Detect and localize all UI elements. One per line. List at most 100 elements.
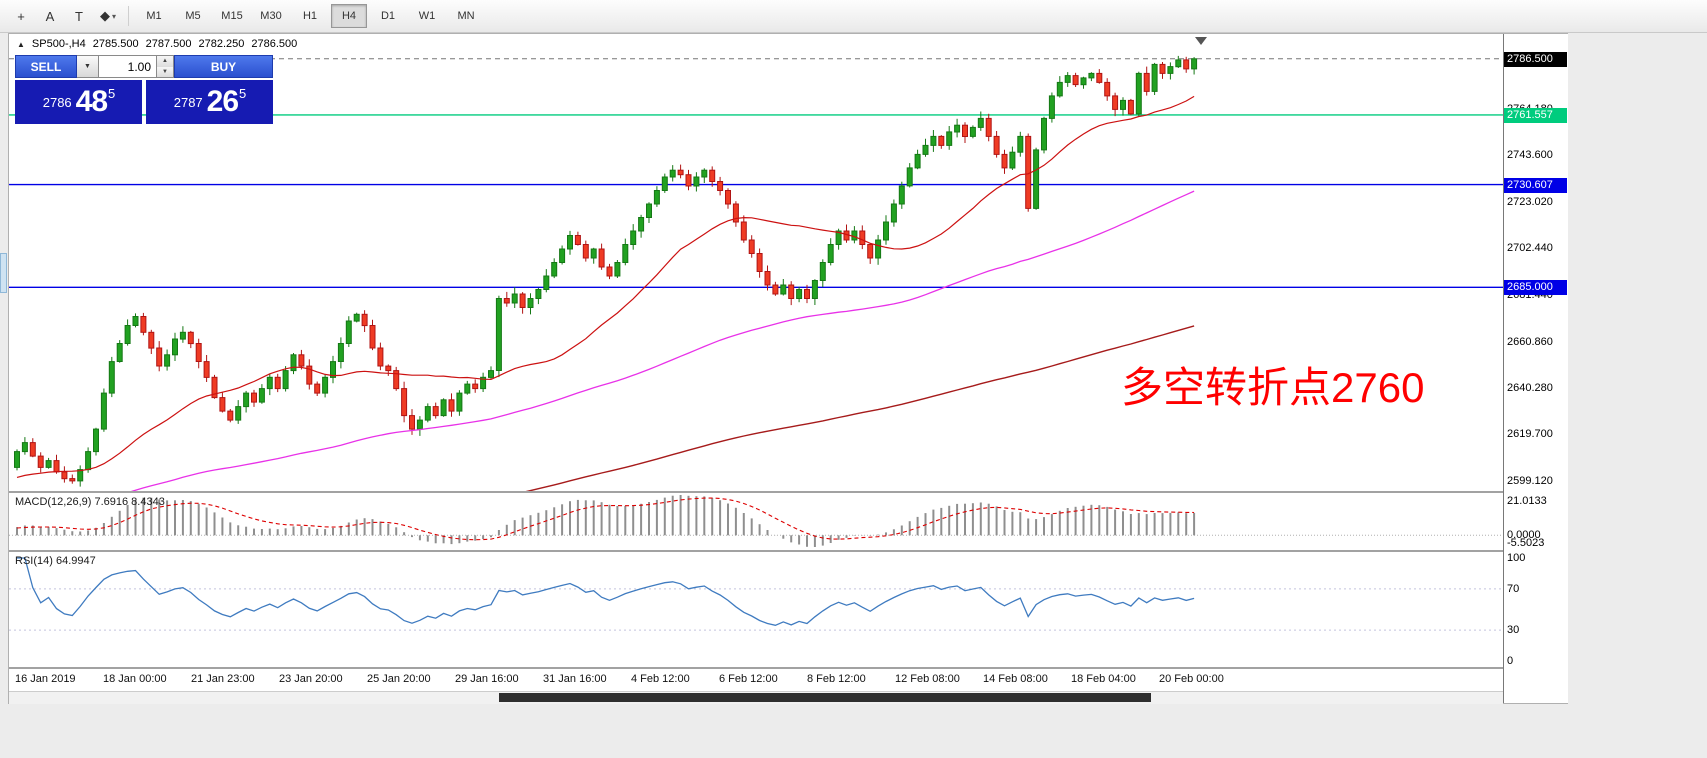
timeframe-m1[interactable]: M1: [146, 10, 162, 22]
candle-body: [867, 244, 874, 259]
chart-shift-marker[interactable]: [1195, 37, 1207, 45]
candle-body: [1080, 77, 1087, 86]
candle-body: [37, 455, 44, 468]
sell-button[interactable]: SELL: [15, 55, 77, 78]
candle-body: [456, 392, 463, 412]
candle-body: [258, 388, 265, 403]
toolbar-separator: [128, 6, 129, 26]
buy-button[interactable]: BUY: [174, 55, 273, 78]
candle-body: [337, 343, 344, 362]
volume-input[interactable]: 1.00: [99, 55, 157, 78]
candle-body: [448, 399, 455, 412]
candle-body: [954, 124, 961, 133]
candle-body: [1096, 72, 1103, 83]
time-axis-label: 18 Jan 00:00: [103, 673, 167, 685]
candle-body: [1120, 99, 1126, 110]
time-axis[interactable]: 16 Jan 2019 18 Jan 00:00 21 Jan 23:00 23 Ja…: [9, 669, 1503, 691]
candle-body: [851, 230, 858, 241]
pane-splitter[interactable]: [9, 667, 1567, 669]
candle-body: [551, 262, 558, 277]
candle-body: [1009, 151, 1016, 169]
timeframe-m30[interactable]: M30: [260, 10, 282, 22]
candle-body: [227, 410, 234, 421]
pane-splitter[interactable]: [9, 491, 1567, 493]
candle-body: [1017, 135, 1024, 153]
timeframe-d1[interactable]: D1: [380, 10, 396, 22]
scrollbar-thumb[interactable]: [499, 693, 1151, 702]
candle-body: [527, 298, 534, 308]
price-line-badge: 2761.557: [1504, 107, 1567, 123]
candle-body: [535, 289, 542, 299]
candle-body: [77, 469, 84, 482]
pane-splitter[interactable]: [9, 550, 1567, 552]
timeframe-h4[interactable]: H4: [331, 4, 367, 28]
candle-body: [488, 370, 494, 378]
candle-body: [61, 471, 68, 480]
arrow-tool-icon[interactable]: A: [45, 8, 55, 24]
timeframe-m5[interactable]: M5: [185, 10, 201, 22]
chevron-up-icon[interactable]: ▲: [157, 56, 173, 67]
rsi-pane[interactable]: RSI(14) 64.9947: [9, 552, 1503, 667]
candle-body: [567, 235, 573, 250]
candle-body: [1064, 75, 1071, 83]
price-tick-label: 2743.600: [1507, 149, 1553, 162]
drawing-tools-group: + A T ◆ ▾: [8, 4, 121, 28]
timeframe-m15[interactable]: M15: [221, 10, 243, 22]
candle-body: [85, 451, 92, 471]
candle-body: [432, 406, 439, 417]
candle-body: [614, 262, 621, 277]
candle-body: [21, 442, 28, 453]
timeframe-h1[interactable]: H1: [302, 10, 318, 22]
candle-body: [172, 338, 178, 356]
rsi-canvas: [9, 557, 1503, 631]
ohlc-open: 2785.500: [92, 38, 139, 50]
candle-body: [835, 230, 842, 245]
candle-body: [582, 244, 589, 259]
timeframe-mn[interactable]: MN: [457, 10, 475, 22]
candle-body: [100, 392, 107, 430]
volume-stepper[interactable]: ▲ ▼: [157, 55, 174, 78]
candle-body: [345, 320, 352, 344]
candle-body: [251, 392, 257, 403]
candle-body: [472, 383, 479, 390]
horizontal-scrollbar[interactable]: [9, 691, 1503, 704]
candle-body: [590, 248, 597, 259]
candle-body: [574, 235, 581, 245]
candle-body: [14, 451, 20, 468]
candle-body: [1072, 75, 1079, 86]
buy-price-display[interactable]: 2787 26 5: [146, 80, 273, 124]
text-tool-icon[interactable]: T: [75, 8, 83, 24]
left-edge-marker: [0, 253, 7, 293]
candle-body: [788, 284, 795, 299]
shapes-tool-icon[interactable]: ◆ ▾: [99, 8, 116, 23]
timeframe-w1[interactable]: W1: [418, 10, 436, 22]
price-chart-pane[interactable]: ▲ SP500-,H4 2785.500 2787.500 2782.250 2…: [9, 34, 1503, 491]
candle-body: [1183, 59, 1190, 70]
candle-body: [148, 331, 155, 349]
crosshair-icon[interactable]: +: [17, 8, 25, 24]
price-chart-canvas[interactable]: [9, 34, 1503, 491]
macd-pane[interactable]: MACD(12,26,9) 7.6916 8.4343: [9, 493, 1503, 550]
candle-body: [1088, 72, 1095, 79]
symbol-marker-icon: ▲: [17, 39, 25, 49]
sell-price-pips: 48: [75, 85, 108, 118]
candle-body: [164, 354, 171, 367]
toolbar: + A T ◆ ▾ M1 M5 M15 M30 H1 H4 D1 W1 MN: [0, 0, 1707, 33]
candle-body: [140, 316, 147, 333]
sell-price-display[interactable]: 2786 48 5: [15, 80, 142, 124]
candle-body: [29, 442, 36, 457]
chevron-down-icon[interactable]: ▼: [157, 66, 173, 77]
ma-24-line: [16, 95, 1195, 478]
candle-body: [669, 169, 676, 178]
time-axis-label: 20 Feb 00:00: [1159, 673, 1224, 685]
candle-body: [717, 181, 724, 191]
candle-body: [1104, 81, 1111, 97]
candle-body: [1151, 63, 1158, 92]
sell-price-sup: 5: [108, 85, 116, 101]
candle-body: [274, 376, 281, 390]
macd-axis: 21.0133 0.0000 -5.5023: [1504, 493, 1568, 550]
candle-body: [827, 244, 834, 263]
candle-body: [756, 253, 763, 272]
order-type-dropdown[interactable]: ▼: [77, 55, 99, 78]
